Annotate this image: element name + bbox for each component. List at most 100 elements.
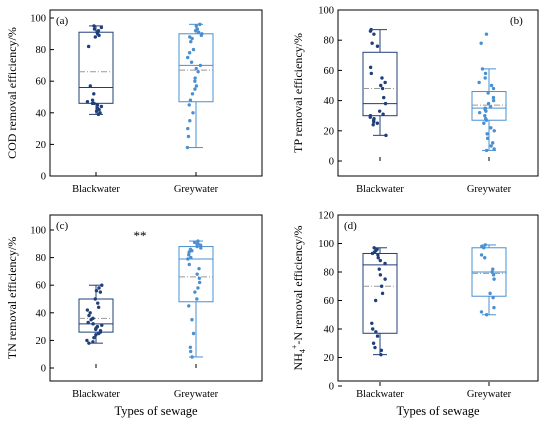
data-point [479,253,484,257]
data-point [87,341,91,345]
data-point [379,348,384,353]
data-point [187,262,191,267]
panel-b-x-tick-label: Greywater [467,184,512,195]
data-point [489,83,494,88]
data-point [197,276,202,280]
data-point [479,41,483,45]
y-tick-label: 20 [324,126,335,137]
data-point [190,36,194,41]
data-point [188,98,193,102]
y-tick-label: 100 [30,14,46,25]
data-point [193,76,197,80]
data-point [371,341,376,345]
data-point [85,308,90,312]
data-point [190,318,194,322]
data-point [94,327,98,332]
data-point [195,244,199,249]
panel-b: (b) TP removal efficiency/% Blackwater G… [291,6,539,195]
box-iqr [362,51,398,117]
data-point [384,133,388,138]
y-tick-label: 100 [318,6,334,17]
data-point [488,291,492,296]
data-point [477,80,481,85]
panel-c-label: (c) [56,220,69,232]
y-tick-label: 60 [36,77,47,88]
y-tick-label: 60 [324,296,335,307]
data-point [193,79,197,83]
data-point [492,277,496,281]
data-point [187,103,191,107]
data-point [490,270,494,274]
y-tick-label: 40 [36,308,47,319]
data-point [477,110,482,115]
data-point [379,352,383,357]
y-tick-label: 60 [36,281,47,292]
data-point [371,327,375,331]
data-point [483,71,488,76]
data-point [488,104,493,109]
data-point [491,295,495,300]
data-point [381,112,385,116]
data-point [85,338,89,343]
data-point [483,256,487,260]
data-point [88,84,93,88]
data-point [375,121,380,125]
panel-b-frame [337,9,539,177]
data-point [186,134,191,139]
y-tick-label: 20 [324,353,335,364]
data-point [372,120,376,124]
data-point [92,92,96,96]
data-point [86,44,91,49]
data-point [196,239,200,243]
data-point [484,118,489,122]
data-point [368,29,373,33]
data-point [189,255,193,260]
data-point [196,242,200,246]
data-point [380,86,385,91]
data-point [186,257,190,261]
data-point [93,35,98,39]
data-point [486,101,491,106]
panel-d-plot-area: 0 20 40 60 80 100 120 [318,211,507,393]
data-point [97,286,101,290]
panel-d-label: (d) [344,220,357,232]
data-point [484,148,489,153]
data-point [194,66,198,71]
data-point [378,258,383,263]
box-iqr [178,33,214,103]
data-point [188,119,192,123]
data-point [482,246,486,250]
panel-a-y-axis-title: COD removal efficiency/% [5,27,19,159]
panel-c: (c) ** TN removal efficiency/% Blackwate… [5,214,263,418]
data-point [375,44,380,48]
data-point [94,109,99,113]
y-tick-label: 0 [329,382,334,393]
data-point [375,334,380,338]
data-point [191,111,195,115]
data-point [196,30,201,34]
data-point [492,129,496,133]
data-point [193,290,197,294]
data-point [198,63,203,68]
y-tick-label: 80 [324,268,335,279]
panel-a: (a) COD removal efficiency/% Blackwater … [5,9,263,195]
data-point [196,286,200,290]
data-point [90,98,95,102]
data-point [368,65,373,70]
data-point [490,141,495,145]
panel-a-x-tick-label: Greywater [174,184,219,195]
y-tick-label: 80 [36,253,47,264]
data-point [480,67,485,71]
panel-a-x-tick-label: Blackwater [72,184,120,195]
data-point [94,289,99,293]
data-point [86,320,90,325]
data-point [491,273,496,277]
data-point [97,33,101,38]
data-point [489,126,493,130]
data-point [370,321,374,325]
data-point [190,249,194,253]
data-point [95,103,100,107]
data-point [491,267,495,271]
data-point [483,114,487,118]
